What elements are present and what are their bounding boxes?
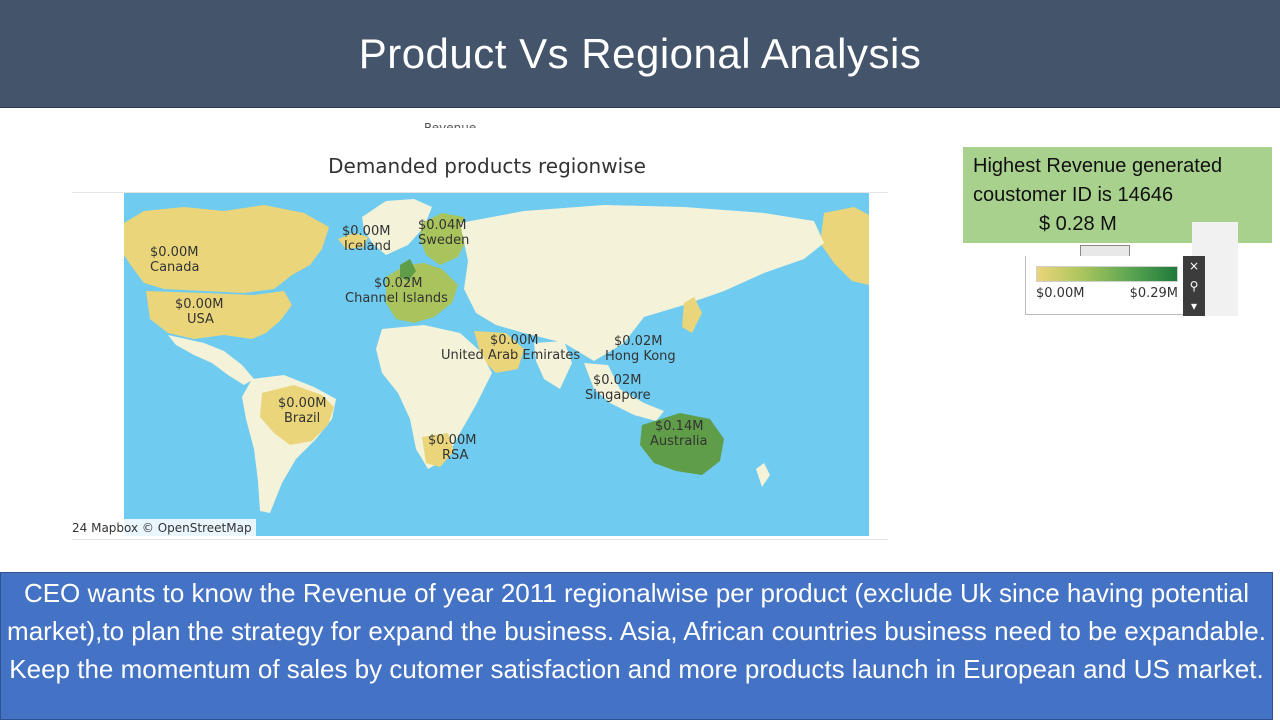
southeast-asia-region xyxy=(584,363,664,421)
asia-region xyxy=(460,205,824,361)
map-label-channel-islands[interactable]: $0.02M Channel Islands xyxy=(345,276,448,306)
ceo-note: CEO wants to know the Revenue of year 20… xyxy=(0,572,1273,720)
map-label-value: $0.00M xyxy=(490,333,539,348)
world-map[interactable] xyxy=(124,193,869,536)
chevron-down-icon[interactable]: ▾ xyxy=(1190,299,1198,313)
map-label-uae[interactable]: $0.00M United Arab Emirates xyxy=(441,333,580,363)
map-title: Demanded products regionwise xyxy=(328,154,646,178)
brazil-region xyxy=(260,385,334,445)
legend-toolbar: × ⚲ ▾ xyxy=(1183,256,1205,316)
map-label-value: $0.14M xyxy=(655,419,704,434)
map-label-brazil[interactable]: $0.00M Brazil xyxy=(278,396,326,426)
greenland-region xyxy=(362,199,432,255)
map-label-hong-kong[interactable]: $0.02M Hong Kong xyxy=(605,334,676,364)
slide-title: Product Vs Regional Analysis xyxy=(358,29,922,77)
map-label-name: United Arab Emirates xyxy=(441,348,581,363)
map-label-iceland[interactable]: $0.00M Iceland xyxy=(342,224,391,254)
canada-region xyxy=(124,205,329,293)
map-label-value: $0.02M xyxy=(374,276,423,291)
info-line-3: $ 0.28 M xyxy=(1039,213,1117,235)
info-line-2: coustomer ID is 14646 xyxy=(973,184,1174,206)
map-label-sweden[interactable]: $0.04M Sweden xyxy=(418,218,469,248)
british-isles-region xyxy=(400,259,416,281)
map-label-value: $0.02M xyxy=(614,334,663,349)
map-label-value: $0.00M xyxy=(175,297,224,312)
pin-icon[interactable]: ⚲ xyxy=(1189,279,1199,293)
india-region xyxy=(534,341,572,389)
cut-off-label: Revenue xyxy=(424,121,477,128)
map-label-value: $0.00M xyxy=(150,245,199,260)
map-label-value: $0.00M xyxy=(428,433,477,448)
africa-region xyxy=(376,325,492,469)
map-label-value: $0.00M xyxy=(278,396,327,411)
map-frame xyxy=(72,192,888,540)
map-label-name: Sweden xyxy=(418,233,470,248)
map-label-name: USA xyxy=(187,312,214,327)
map-label-singapore[interactable]: $0.02M Singapore xyxy=(585,373,651,403)
scandinavia-region xyxy=(420,213,468,265)
map-label-name: Australia xyxy=(650,434,708,449)
legend-max-label: $0.29M xyxy=(1129,286,1178,301)
title-bar: Product Vs Regional Analysis xyxy=(0,0,1280,108)
map-label-rsa[interactable]: $0.00M RSA xyxy=(428,433,476,463)
map-label-name: Iceland xyxy=(344,239,392,254)
mexico-region xyxy=(168,335,254,385)
map-label-name: Hong Kong xyxy=(605,349,676,364)
legend-gradient xyxy=(1036,266,1178,282)
info-line-1: Highest Revenue generated xyxy=(973,155,1223,177)
close-icon[interactable]: × xyxy=(1188,259,1200,273)
australia-region xyxy=(640,413,724,475)
map-label-name: Channel Islands xyxy=(345,291,448,306)
map-label-name: Brazil xyxy=(284,411,321,426)
usa-region xyxy=(146,291,292,339)
map-label-value: $0.04M xyxy=(418,218,467,233)
map-label-name: Singapore xyxy=(585,388,651,403)
map-label-name: RSA xyxy=(442,448,469,463)
middle-east-region xyxy=(474,331,524,373)
map-label-value: $0.02M xyxy=(593,373,642,388)
map-label-canada[interactable]: $0.00M Canada xyxy=(150,245,199,275)
new-zealand-region xyxy=(756,463,770,487)
color-legend: $0.00M $0.29M xyxy=(1025,256,1185,315)
map-label-australia[interactable]: $0.14M Australia xyxy=(650,419,708,449)
iceland-region xyxy=(338,233,368,249)
south-africa-region xyxy=(422,433,454,467)
alaska-region xyxy=(820,207,869,285)
legend-min-label: $0.00M xyxy=(1036,286,1085,301)
map-label-name: Canada xyxy=(150,260,200,275)
japan-region xyxy=(682,297,702,333)
map-label-usa[interactable]: $0.00M USA xyxy=(175,297,223,327)
map-attribution[interactable]: 24 Mapbox © OpenStreetMap xyxy=(72,519,256,537)
map-label-value: $0.00M xyxy=(342,224,391,239)
